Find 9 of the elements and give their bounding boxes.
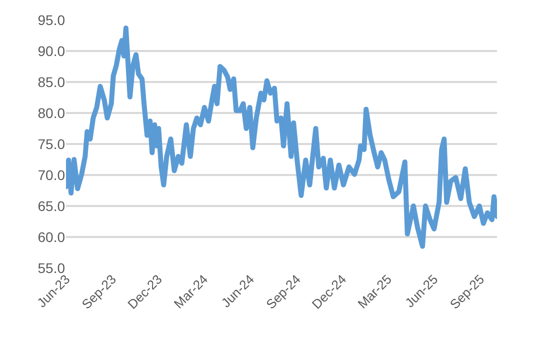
y-tick-label: 60.0 (38, 228, 66, 245)
y-tick-label: 55.0 (38, 260, 66, 276)
y-tick-label: 70.0 (38, 166, 66, 183)
y-tick-label: 75.0 (38, 136, 66, 152)
y-tick-label: 90.0 (38, 42, 66, 59)
y-tick-label: 85.0 (38, 74, 66, 90)
y-tick-label: 65.0 (38, 198, 66, 214)
y-tick-label: 95.0 (38, 12, 66, 28)
y-tick-label: 80.0 (38, 104, 66, 121)
